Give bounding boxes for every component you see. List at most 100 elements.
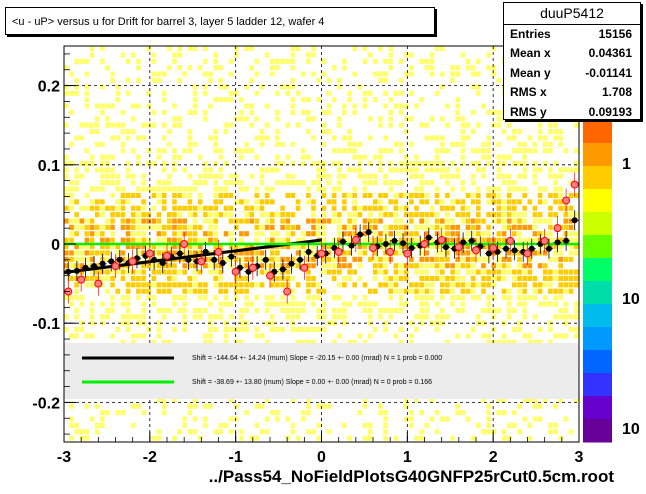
heat-cell — [192, 46, 198, 52]
heat-cell — [543, 263, 548, 269]
heat-cell — [357, 263, 363, 269]
heat-cell — [89, 46, 95, 52]
heat-cell — [527, 295, 533, 301]
heat-cell — [120, 52, 126, 58]
heat-cell — [429, 295, 435, 301]
heat-cell — [522, 224, 527, 230]
heat-cell — [486, 416, 491, 422]
heat-cell — [573, 282, 579, 288]
heat-cell — [424, 282, 430, 288]
heat-cell — [321, 122, 327, 128]
heat-cell — [234, 116, 239, 122]
heat-cell — [89, 269, 95, 275]
heat-cell — [270, 186, 275, 192]
heat-cell — [203, 116, 208, 122]
heat-cell — [156, 250, 162, 256]
heat-cell — [491, 65, 497, 71]
heat-cell — [362, 218, 368, 224]
heat-cell — [388, 109, 394, 115]
heat-cell — [501, 231, 507, 237]
heat-cell — [311, 327, 316, 333]
heat-cell — [167, 173, 172, 179]
heat-cell — [192, 109, 198, 115]
heat-cell — [295, 435, 301, 441]
heat-cell — [558, 129, 563, 135]
heat-cell — [259, 403, 265, 409]
heat-cell — [398, 224, 404, 230]
heat-cell — [182, 295, 187, 301]
heat-cell — [244, 199, 249, 205]
heat-cell — [409, 192, 414, 198]
heat-cell — [548, 129, 553, 135]
heat-cell — [74, 314, 79, 320]
heat-cell — [69, 416, 74, 422]
heat-cell — [481, 288, 486, 294]
heat-cell — [517, 224, 522, 230]
heat-cell — [244, 295, 249, 301]
heat-cell — [512, 275, 517, 281]
heat-cell — [450, 237, 455, 243]
heat-cell — [228, 97, 234, 103]
heat-cell — [445, 173, 450, 179]
heat-cell — [326, 173, 332, 179]
heat-cell — [419, 186, 424, 192]
heat-cell — [532, 167, 538, 173]
heat-cell — [476, 161, 481, 167]
heat-cell — [120, 205, 126, 211]
heat-cell — [141, 269, 146, 275]
heat-cell — [254, 192, 260, 198]
heat-cell — [352, 339, 357, 345]
heat-cell — [105, 167, 110, 173]
heat-cell — [537, 339, 543, 345]
heat-cell — [275, 180, 280, 186]
heat-cell — [156, 327, 162, 333]
heat-cell — [506, 173, 512, 179]
heat-cell — [187, 65, 193, 71]
heat-cell — [460, 410, 466, 416]
heat-cell — [326, 256, 332, 262]
heat-cell — [213, 231, 218, 237]
heat-cell — [120, 192, 126, 198]
heat-cell — [367, 429, 373, 435]
heat-cell — [481, 320, 486, 326]
heat-cell — [424, 167, 430, 173]
heat-cell — [522, 186, 527, 192]
heat-cell — [74, 167, 79, 173]
heat-cell — [445, 180, 450, 186]
stats-value: 0.09193 — [588, 104, 632, 119]
heat-cell — [84, 205, 90, 211]
heat-cell — [429, 212, 435, 218]
heat-cell — [125, 327, 131, 333]
heat-cell — [79, 327, 85, 333]
heat-cell — [378, 154, 383, 160]
heat-cell — [517, 327, 522, 333]
heat-cell — [280, 295, 285, 301]
heat-cell — [383, 58, 388, 64]
heat-cell — [89, 320, 95, 326]
heat-cell — [445, 339, 450, 345]
heat-cell — [306, 154, 311, 160]
heat-cell — [156, 199, 162, 205]
heat-cell — [161, 263, 167, 269]
heat-cell — [151, 52, 157, 58]
heat-cell — [440, 218, 445, 224]
heat-cell — [434, 314, 440, 320]
heat-cell — [558, 295, 563, 301]
heat-cell — [270, 71, 275, 77]
heat-cell — [367, 422, 373, 428]
profile-point — [185, 256, 192, 263]
heat-cell — [506, 435, 512, 441]
heat-cell — [172, 237, 177, 243]
heat-cell — [213, 135, 218, 141]
heat-cell — [532, 237, 538, 243]
heat-cell — [414, 212, 419, 218]
heat-cell — [496, 167, 502, 173]
heat-cell — [450, 65, 455, 71]
heat-cell — [476, 314, 481, 320]
heat-cell — [383, 416, 388, 422]
profile-point — [400, 240, 407, 247]
heat-cell — [347, 301, 352, 307]
heat-cell — [496, 237, 502, 243]
heat-cell — [568, 224, 574, 230]
heat-cell — [79, 218, 85, 224]
